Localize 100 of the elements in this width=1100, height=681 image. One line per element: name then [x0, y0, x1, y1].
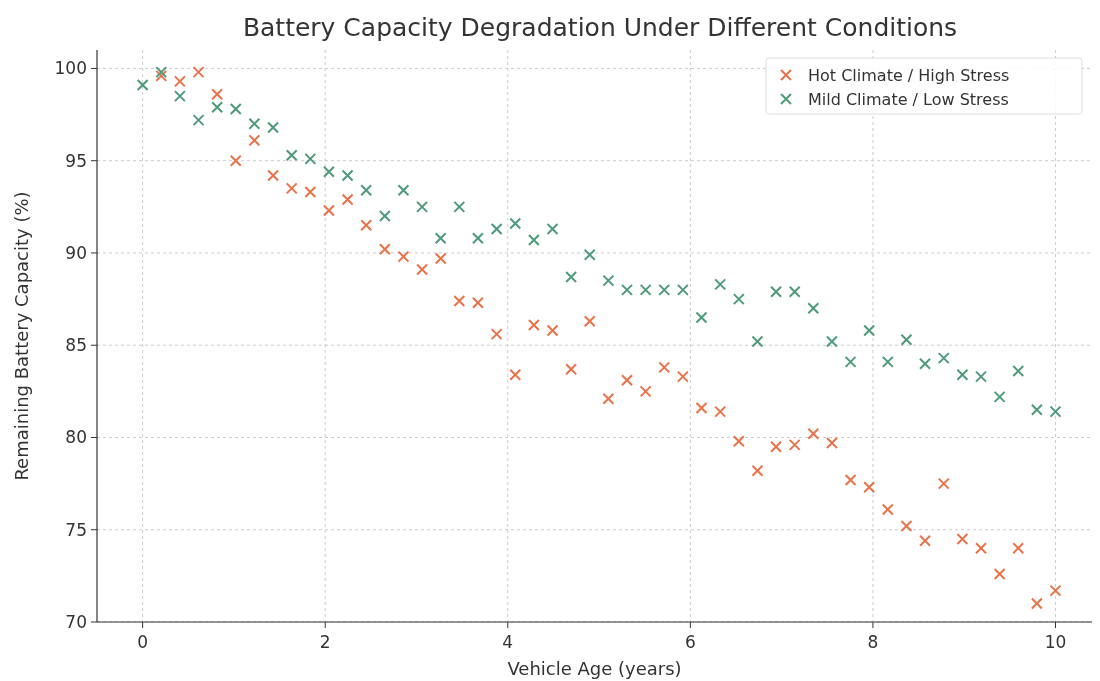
point	[136, 79, 149, 92]
point	[416, 200, 429, 213]
y-tick-label: 95	[65, 150, 87, 171]
point	[602, 392, 615, 405]
point	[807, 427, 820, 440]
point	[527, 318, 540, 331]
point	[583, 315, 596, 328]
point	[1049, 584, 1062, 597]
point	[304, 186, 317, 199]
point	[937, 352, 950, 365]
point	[304, 152, 317, 165]
point	[863, 481, 876, 494]
chart-title: Battery Capacity Degradation Under Different Conditions	[242, 13, 958, 42]
point	[173, 75, 186, 88]
point	[173, 90, 186, 103]
point	[714, 405, 727, 418]
point	[770, 285, 783, 298]
point	[658, 283, 671, 296]
point	[453, 294, 466, 307]
point	[453, 200, 466, 213]
point	[602, 274, 615, 287]
y-tick-label: 80	[65, 427, 87, 448]
point	[434, 252, 447, 265]
point	[527, 234, 540, 247]
point	[360, 184, 373, 197]
x-tick-label: 8	[867, 632, 879, 652]
x-axis-title: Vehicle Age (years)	[507, 658, 682, 679]
point	[975, 542, 987, 555]
y-tick-label: 85	[65, 335, 87, 356]
point	[919, 534, 932, 547]
y-tick-label: 100	[54, 58, 87, 79]
point	[639, 385, 652, 398]
point	[565, 363, 578, 376]
point	[825, 437, 838, 450]
point	[881, 355, 894, 368]
y-tick-label: 90	[65, 242, 87, 263]
point	[1049, 405, 1062, 418]
point	[267, 121, 280, 134]
point	[397, 184, 410, 197]
point	[900, 333, 913, 346]
point	[1012, 365, 1025, 378]
point	[1030, 403, 1043, 416]
point	[751, 335, 764, 348]
point	[471, 232, 484, 245]
point	[546, 222, 559, 235]
point	[621, 374, 633, 387]
point	[937, 477, 950, 490]
point	[285, 149, 298, 162]
point	[993, 568, 1006, 581]
y-axis-title: Remaining Battery Capacity (%)	[11, 191, 32, 481]
point	[676, 370, 689, 383]
point	[993, 390, 1006, 403]
point	[751, 464, 764, 477]
point	[434, 232, 447, 245]
point	[639, 283, 652, 296]
point	[975, 370, 987, 383]
point	[341, 193, 354, 206]
point	[695, 401, 708, 414]
point	[676, 283, 689, 296]
point	[229, 103, 242, 116]
point	[714, 278, 727, 291]
point	[565, 270, 578, 283]
point	[397, 250, 410, 263]
point	[378, 210, 391, 223]
point	[583, 248, 596, 261]
point	[956, 368, 969, 381]
point	[416, 263, 429, 276]
point	[509, 368, 522, 381]
point	[360, 219, 373, 232]
point	[546, 324, 559, 337]
legend-label: Mild Climate / Low Stress	[808, 90, 1009, 109]
legend-label: Hot Climate / High Stress	[808, 66, 1010, 85]
point	[844, 355, 857, 368]
point	[732, 293, 745, 306]
point	[881, 503, 894, 516]
y-tick-label: 70	[65, 612, 87, 632]
point	[322, 165, 335, 178]
x-tick-label: 10	[1044, 632, 1067, 652]
x-tick-label: 4	[502, 632, 514, 652]
point	[770, 440, 783, 453]
point	[248, 117, 261, 130]
point	[695, 311, 708, 324]
point	[378, 243, 391, 256]
point	[1030, 597, 1043, 610]
point	[211, 101, 224, 114]
point	[807, 302, 820, 315]
point	[788, 438, 801, 451]
point	[285, 182, 298, 195]
point	[322, 204, 335, 217]
point	[658, 361, 671, 374]
point	[900, 520, 913, 533]
point	[919, 357, 932, 370]
point	[211, 88, 224, 101]
point	[1012, 542, 1025, 555]
point	[732, 435, 745, 448]
point	[509, 217, 522, 230]
point	[788, 285, 801, 298]
point	[490, 222, 503, 235]
point	[192, 66, 205, 79]
point	[267, 169, 280, 182]
